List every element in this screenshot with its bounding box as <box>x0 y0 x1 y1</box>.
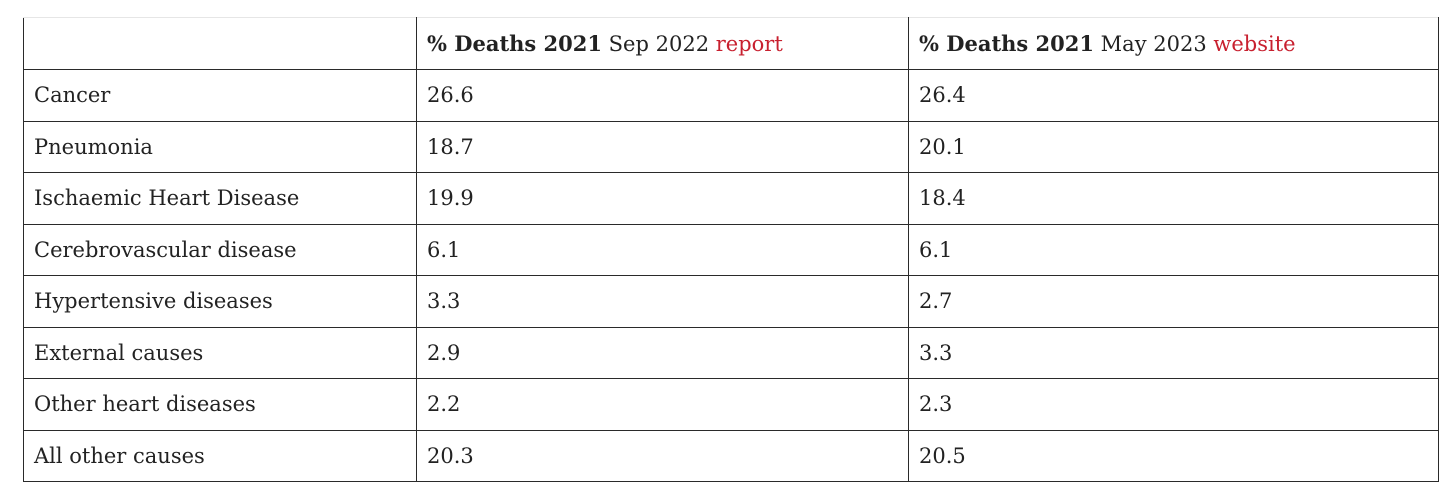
may-2023-value-cell: 2.3 <box>908 378 1439 431</box>
table-row: Pneumonia 18.7 20.1 <box>23 120 1439 173</box>
header-title: % Deaths 2021 <box>919 31 1094 56</box>
header-title: % Deaths 2021 <box>427 31 602 56</box>
cause-cell: Pneumonia <box>23 120 417 173</box>
header-cell-may-2023: % Deaths 2021 May 2023 website <box>908 17 1439 70</box>
header-cell-cause <box>23 17 417 70</box>
sep-2022-value-cell: 6.1 <box>416 223 909 276</box>
table-row: External causes 2.9 3.3 <box>23 326 1439 379</box>
cause-cell: Cancer <box>23 69 417 122</box>
may-2023-value-cell: 3.3 <box>908 326 1439 379</box>
deaths-by-cause-table: % Deaths 2021 Sep 2022 report % Deaths 2… <box>23 17 1439 482</box>
sep-2022-value-cell: 19.9 <box>416 172 909 225</box>
cause-cell: Hypertensive diseases <box>23 275 417 328</box>
cause-cell: Ischaemic Heart Disease <box>23 172 417 225</box>
sep-2022-value-cell: 26.6 <box>416 69 909 122</box>
header-date: Sep 2022 <box>602 32 716 56</box>
cause-cell: All other causes <box>23 429 417 482</box>
table-row: All other causes 20.3 20.5 <box>23 429 1439 482</box>
sep-2022-value-cell: 2.2 <box>416 378 909 431</box>
cause-cell: Cerebrovascular disease <box>23 223 417 276</box>
cause-cell: Other heart diseases <box>23 378 417 431</box>
may-2023-value-cell: 6.1 <box>908 223 1439 276</box>
may-2023-value-cell: 20.1 <box>908 120 1439 173</box>
may-2023-value-cell: 26.4 <box>908 69 1439 122</box>
report-link[interactable]: report <box>715 32 783 56</box>
header-date: May 2023 <box>1094 32 1214 56</box>
table-row: Cerebrovascular disease 6.1 6.1 <box>23 223 1439 276</box>
sep-2022-value-cell: 18.7 <box>416 120 909 173</box>
table-row: Other heart diseases 2.2 2.3 <box>23 378 1439 431</box>
may-2023-value-cell: 18.4 <box>908 172 1439 225</box>
table-row: Cancer 26.6 26.4 <box>23 69 1439 122</box>
table-row: Ischaemic Heart Disease 19.9 18.4 <box>23 172 1439 225</box>
table-header-row: % Deaths 2021 Sep 2022 report % Deaths 2… <box>23 17 1439 70</box>
table-row: Hypertensive diseases 3.3 2.7 <box>23 275 1439 328</box>
website-link[interactable]: website <box>1213 32 1296 56</box>
may-2023-value-cell: 20.5 <box>908 429 1439 482</box>
may-2023-value-cell: 2.7 <box>908 275 1439 328</box>
sep-2022-value-cell: 2.9 <box>416 326 909 379</box>
deaths-table-container: % Deaths 2021 Sep 2022 report % Deaths 2… <box>23 17 1439 482</box>
cause-cell: External causes <box>23 326 417 379</box>
header-cell-sep-2022: % Deaths 2021 Sep 2022 report <box>416 17 909 70</box>
sep-2022-value-cell: 3.3 <box>416 275 909 328</box>
sep-2022-value-cell: 20.3 <box>416 429 909 482</box>
